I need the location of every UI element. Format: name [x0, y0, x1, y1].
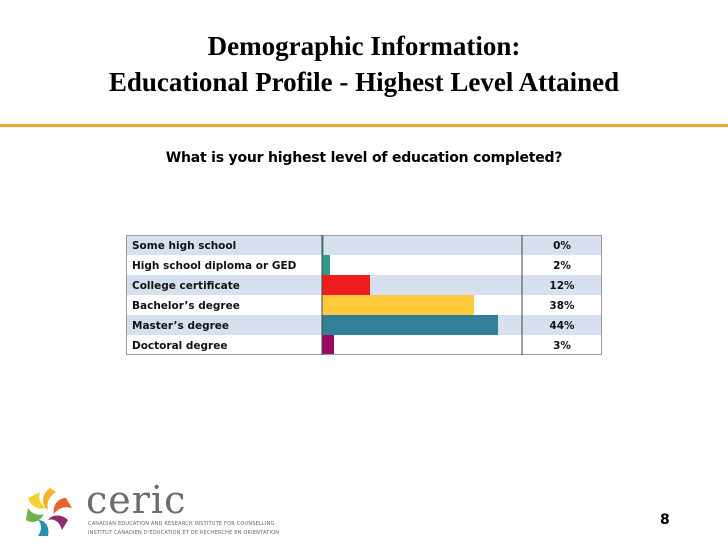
chart-value-label: 2%: [553, 260, 571, 272]
education-bar-chart: Some high school 0% High school diploma or…: [126, 235, 602, 355]
chart-row-background: [126, 335, 602, 355]
title-line-2: Educational Profile - Highest Level Atta…: [108, 67, 620, 97]
chart-bar: [322, 275, 370, 295]
chart-bar: [322, 335, 334, 355]
chart-bar: [322, 255, 330, 275]
chart-frame: [126, 235, 602, 355]
chart-category-label: Master’s degree: [132, 320, 229, 332]
title-divider: [0, 124, 728, 127]
chart-value-label: 44%: [549, 320, 575, 332]
chart-value-label: 12%: [549, 280, 575, 292]
logo-wordmark: ceric: [86, 478, 187, 522]
logo-french-name: INSTITUT CANADIEN D'ÉDUCATION ET DE RECH…: [88, 530, 280, 536]
chart-category-label: High school diploma or GED: [132, 260, 297, 272]
chart-row-background: [126, 235, 602, 255]
page-number: 8: [660, 512, 670, 528]
chart-value-label: 3%: [553, 340, 571, 352]
chart-row-background: [126, 255, 602, 275]
survey-question: What is your highest level of education …: [165, 150, 563, 166]
ceric-logo: ceric CANADIAN EDUCATION AND RESEARCH IN…: [20, 478, 279, 540]
chart-category-label: College certificate: [132, 280, 240, 292]
logo-english-name: CANADIAN EDUCATION AND RESEARCH INSTITUT…: [88, 521, 275, 527]
slide-title: Demographic Information: Educational Pro…: [0, 28, 728, 100]
chart-value-label: 0%: [553, 240, 571, 252]
chart-category-label: Some high school: [132, 240, 236, 252]
chart-category-label: Bachelor’s degree: [132, 300, 240, 312]
chart-bar: [322, 315, 498, 335]
chart-bar: [322, 295, 474, 315]
ceric-logo-mark-icon: [26, 488, 72, 536]
chart-category-label: Doctoral degree: [132, 340, 227, 352]
chart-bar: [322, 235, 324, 255]
title-line-1: Demographic Information:: [207, 31, 521, 61]
chart-value-label: 38%: [549, 300, 575, 312]
